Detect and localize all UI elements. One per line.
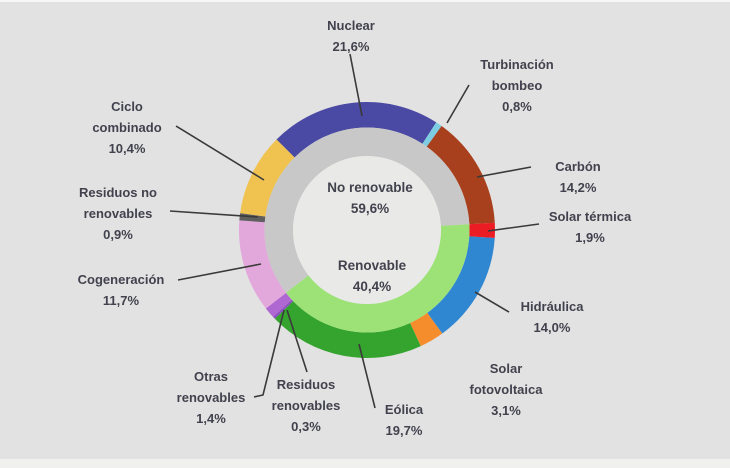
center-label-no-renovable: No renovable 59,6% [327,180,413,216]
slice-solar-fotovoltaica [410,312,443,347]
label-solar-termica: Solar térmica 1,9% [548,209,632,245]
leader-line-residuos-no-renovables [169,210,259,218]
label-residuos-no-renovables: Residuos no renovables 0,9% [78,185,158,242]
slice-solar-termica [469,222,495,239]
leader-line-ciclo-combinado [175,125,265,181]
label-hidraulica: Hidráulica 14,0% [520,299,584,335]
slice-hidraulica [427,236,495,334]
label-ciclo-combinado: Ciclo combinado 10,4% [92,99,162,156]
leader-line-residuos-renovables [286,309,308,373]
leader-line-carbon [476,166,532,178]
leader-line-solar-termica [487,223,540,232]
slice-turbinacion-bombeo [422,122,442,147]
label-carbon: Carbón 14,2% [555,159,601,195]
slice-otras-renovables [265,292,292,318]
label-eolica: Eólica 19,7% [384,402,424,438]
slice-cogeneracion [239,220,287,309]
leader-line-cogeneracion [177,263,262,281]
center-label-renovable: Renovable 40,4% [337,258,407,294]
label-otras-renovables: Otras renovables 1,4% [176,369,246,426]
slice-carbon [426,125,495,225]
label-cogeneracion: Cogeneración 11,7% [77,272,165,308]
label-residuos-renovables: Residuos renovables 0,3% [271,377,341,434]
leader-line-otras-renovables [253,309,285,398]
slice-residuos-renovables [273,299,294,319]
leader-line-hidraulica [474,291,510,313]
bottom-edge-highlight [0,459,730,468]
leader-line-nuclear [349,53,363,117]
slice-nuclear [276,102,437,158]
label-solar-fotovoltaica: Solar fotovoltaica 3,1% [469,361,543,418]
inner-slice-renovable [286,224,470,333]
label-nuclear: Nuclear 21,6% [327,18,375,54]
inner-slice-no-renovable [264,127,470,293]
slice-eolica [274,301,421,359]
leader-line-turbinacion-bombeo [446,84,470,124]
slice-ciclo-combinado [240,139,295,217]
donut-hole [293,156,441,304]
leader-line-eolica [358,343,376,409]
top-edge-highlight [0,0,730,2]
label-turbinacion-bombeo: Turbinación bombeo 0,8% [480,57,554,114]
